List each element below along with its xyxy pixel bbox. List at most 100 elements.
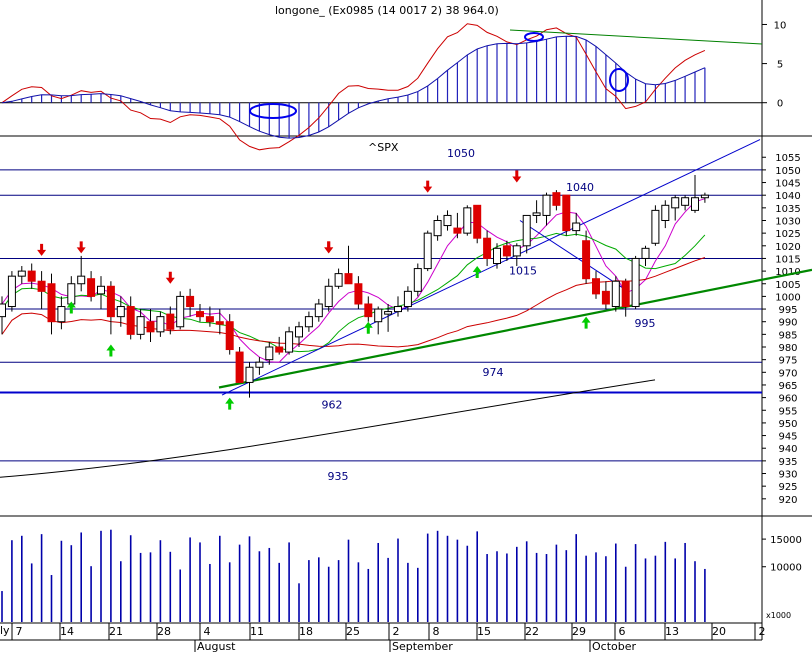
candle-up	[394, 306, 402, 313]
candle-up	[77, 275, 86, 285]
candle-up	[651, 209, 660, 244]
candle-down	[205, 316, 214, 323]
price-ytick-label: 940	[778, 444, 797, 455]
sell-signal-arrow	[423, 180, 433, 193]
candle-down	[453, 227, 462, 234]
candle-down	[196, 311, 204, 318]
x-axis-month-label: October	[592, 640, 636, 652]
buy-signal-arrow	[225, 397, 235, 410]
candle-down	[592, 278, 600, 295]
candle-up	[7, 275, 16, 308]
x-axis-day-label: 8	[433, 625, 440, 638]
candle-down	[483, 237, 492, 259]
price-ytick-label: 930	[778, 470, 797, 481]
candle-up	[463, 207, 472, 234]
candle-up	[176, 295, 185, 328]
candle-down	[473, 204, 482, 239]
candle-up	[304, 316, 313, 328]
macd-ytick-label: 0	[777, 99, 783, 110]
candle-up	[255, 361, 264, 368]
macd-ytick-label: 5	[777, 60, 783, 71]
candle-up	[265, 346, 274, 361]
candle-up	[403, 290, 412, 308]
price-ytick-label: 1020	[775, 242, 800, 253]
buy-signal-arrow	[363, 321, 373, 334]
falling-trendline	[519, 220, 629, 292]
rising-trendline	[221, 139, 761, 396]
candle-down	[601, 290, 610, 305]
macd-cross-highlight-circle	[249, 103, 297, 119]
x-axis-month-label: August	[197, 640, 236, 652]
price-ytick-label: 935	[778, 457, 797, 468]
price-level-label: 974	[483, 366, 504, 379]
x-axis-day-label: 2	[393, 625, 400, 638]
candle-up	[572, 222, 581, 232]
candle-up	[136, 316, 145, 335]
x-axis-day-label: 15	[477, 625, 491, 638]
candle-down	[126, 306, 135, 335]
candle-up	[295, 326, 303, 338]
price-level-label: 935	[328, 470, 349, 483]
candle-up	[17, 270, 26, 277]
price-ytick-label: 955	[778, 406, 797, 417]
x-axis-day-label: 11	[250, 625, 264, 638]
price-ytick-label: 1035	[775, 204, 800, 215]
macd-trendline	[509, 29, 763, 45]
x-axis-day-label: 18	[299, 625, 313, 638]
sell-signal-arrow	[76, 241, 86, 254]
moving-average-200	[0, 379, 656, 478]
macd-panel: 0 5 10	[0, 20, 786, 151]
candle-up	[156, 316, 165, 333]
candle-down	[47, 283, 56, 323]
candle-up	[681, 197, 690, 206]
price-ytick-label: 990	[778, 318, 797, 329]
price-ytick-label: 985	[778, 330, 797, 341]
candle-up	[334, 273, 343, 287]
price-ytick-label: 960	[778, 394, 797, 405]
buy-signal-arrow	[472, 266, 482, 279]
candle-up	[532, 212, 541, 216]
candle-up	[314, 303, 323, 318]
candle-up	[433, 219, 442, 237]
candle-up	[542, 194, 551, 216]
price-ytick-label: 1040	[775, 191, 800, 202]
price-ytick-label: 965	[778, 381, 797, 392]
candle-down	[275, 346, 284, 353]
candle-up	[285, 331, 294, 353]
candle-up	[661, 204, 670, 221]
macd-panel-title: longone_ (Ex0985 (14 0017 2) 38 964.0)	[275, 4, 499, 17]
candle-down	[106, 285, 115, 318]
candle-down	[502, 245, 511, 257]
candle-up	[611, 280, 620, 308]
volume-panel: 10000 15000	[1, 529, 802, 622]
buy-signal-arrow	[106, 344, 116, 357]
x-axis-day-label: 21	[109, 625, 123, 638]
macd-signal-line	[1, 35, 706, 139]
candle-up	[245, 366, 254, 383]
candle-up	[324, 285, 333, 308]
x-axis-day-label: 2	[759, 625, 766, 638]
candle-up	[631, 257, 640, 308]
x-axis-day-label: 6	[619, 625, 626, 638]
price-ytick-label: 1025	[775, 229, 800, 240]
x-axis-day-label: 14	[60, 625, 74, 638]
candle-up	[67, 283, 76, 305]
buy-signal-arrow	[66, 301, 76, 314]
support-trendline	[218, 268, 812, 389]
candle-up	[116, 306, 125, 318]
candle-up	[384, 311, 393, 315]
candle-up	[700, 194, 709, 199]
candle-up	[423, 232, 432, 270]
price-level-label: 1015	[509, 264, 537, 277]
candle-up	[443, 214, 452, 227]
candle-up	[512, 245, 521, 257]
candle-up	[374, 308, 383, 323]
candle-down	[27, 270, 36, 282]
moving-average-short	[1, 198, 706, 363]
candle-down	[364, 303, 373, 318]
macd-cross-highlight-circle	[609, 68, 629, 92]
volume-ytick-label: 10000	[770, 563, 802, 574]
price-ytick-label: 1045	[775, 179, 800, 190]
